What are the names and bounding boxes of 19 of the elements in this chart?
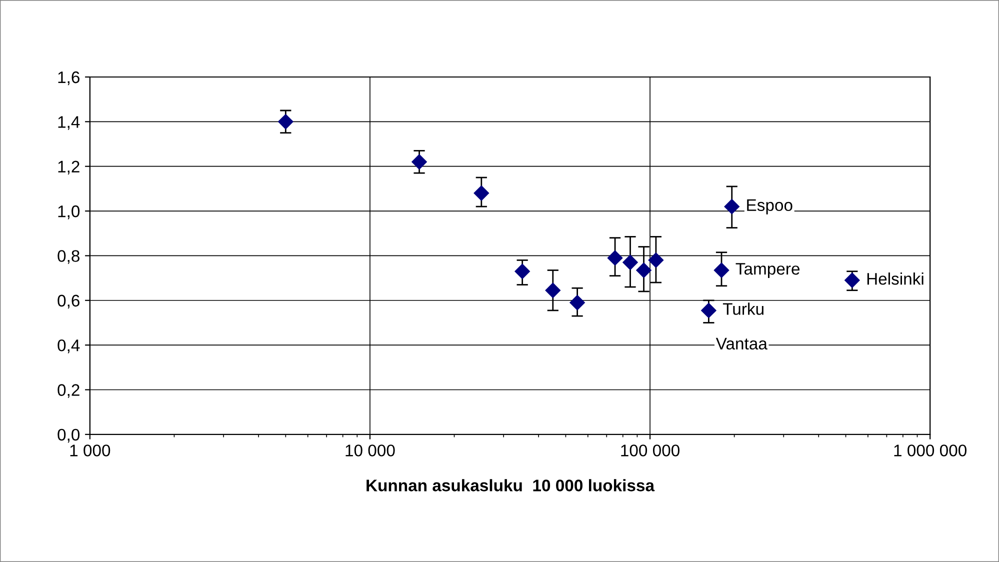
y-tick-label: 1,0 [58,205,80,220]
y-tick-label: 1,6 [58,71,80,86]
annotation: Espoo [747,199,792,214]
annotation: Helsinki [867,272,924,285]
annotation: Vantaa [716,338,768,350]
y-tick-label: 0,2 [58,384,80,398]
x-tick-label: 1 000 000 [894,444,966,456]
y-tick-label: 0,6 [58,294,80,309]
y-tick-label: 1,4 [58,116,80,130]
y-tick-label: 0,0 [58,428,80,443]
annotation: Turku [722,302,764,315]
y-tick-label: 0,4 [58,339,80,354]
y-tick-label: 0,8 [58,250,80,264]
y-tick-label: 1,2 [58,160,80,175]
x-tick-label: 10 000 [346,444,395,456]
x-tick-label: 100 000 [621,444,680,456]
x-axis-title: Kunnan asukasluku 10 000 luokissa [366,479,655,492]
x-tick-label: 1 000 [70,444,110,456]
annotation: Tampere [736,263,800,278]
